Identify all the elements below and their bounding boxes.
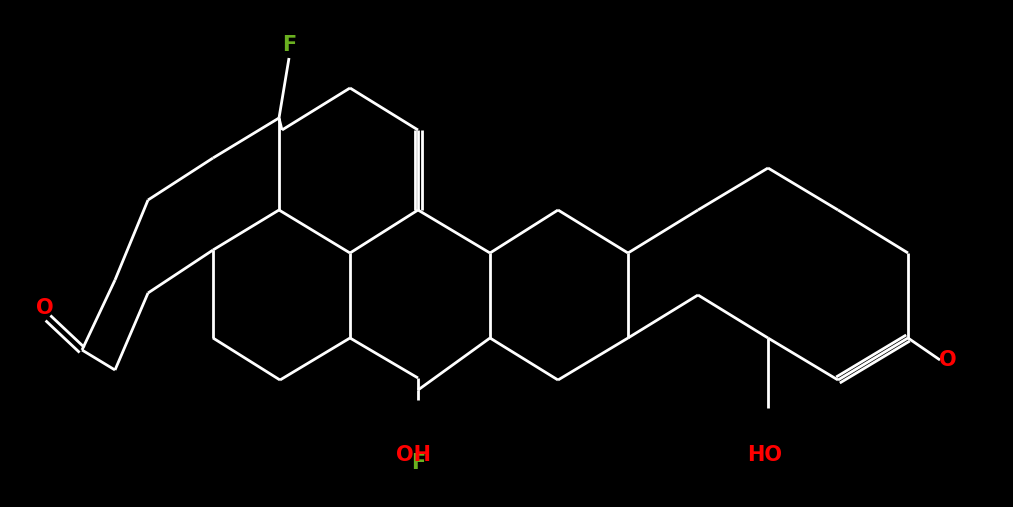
Text: O: O [36, 298, 54, 318]
Text: HO: HO [748, 445, 782, 465]
Text: F: F [411, 453, 425, 473]
Text: OH: OH [395, 445, 431, 465]
Text: F: F [282, 35, 296, 55]
Text: O: O [939, 350, 957, 370]
